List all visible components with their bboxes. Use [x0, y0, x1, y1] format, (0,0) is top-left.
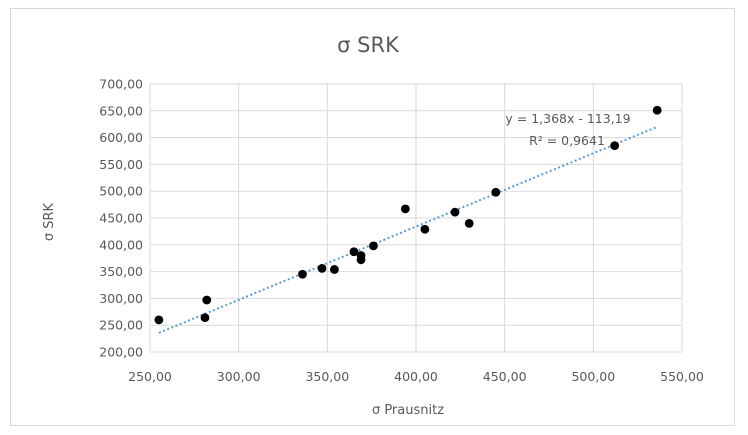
gridlines: [149, 83, 683, 353]
trendline-group: [158, 125, 658, 334]
trendline-equation: y = 1,368x - 113,19: [505, 111, 630, 126]
data-points: [154, 105, 662, 325]
x-tick-labels: 250,00 300,00 350,00 400,00 450,00 500,00 550,…: [128, 369, 704, 384]
data-point: [317, 263, 327, 273]
chart-title: σ SRK: [337, 33, 400, 57]
data-point: [400, 204, 410, 214]
y-tick-label: 400,00: [99, 237, 143, 252]
data-point: [202, 295, 212, 305]
y-tick-label: 250,00: [99, 318, 143, 333]
y-tick-label: 650,00: [99, 103, 143, 118]
y-tick-labels: 200,00 250,00 300,00 350,00 400,00 450,00 500,…: [99, 77, 143, 360]
data-point: [154, 315, 164, 325]
x-tick-label: 250,00: [128, 369, 172, 384]
data-point: [420, 224, 430, 234]
y-tick-label: 200,00: [99, 345, 143, 360]
data-point: [652, 105, 662, 115]
data-point: [200, 313, 210, 323]
y-tick-label: 700,00: [99, 77, 143, 92]
y-tick-label: 500,00: [99, 184, 143, 199]
x-tick-label: 500,00: [571, 369, 615, 384]
data-point: [369, 241, 378, 251]
y-tick-label: 600,00: [99, 130, 143, 145]
y-tick-label: 350,00: [99, 264, 143, 279]
data-point: [298, 269, 307, 279]
data-point: [356, 251, 366, 260]
chart-area: [10, 8, 735, 426]
data-point: [610, 141, 620, 151]
x-tick-label: 350,00: [305, 369, 349, 384]
x-tick-label: 300,00: [217, 369, 261, 384]
y-tick-label: 450,00: [99, 211, 143, 226]
data-point: [349, 247, 359, 257]
data-point: [491, 187, 501, 197]
y-tick-label: 300,00: [99, 291, 143, 306]
x-tick-label: 450,00: [483, 369, 527, 384]
x-tick-label: 550,00: [660, 369, 704, 384]
data-point: [330, 265, 339, 274]
data-point: [464, 218, 474, 228]
data-point: [450, 207, 460, 217]
linear-trendline: [158, 125, 658, 334]
x-axis-label: σ Prausnitz: [372, 403, 444, 418]
y-axis-label: σ SRK: [42, 202, 57, 241]
y-tick-label: 550,00: [99, 157, 143, 172]
r-squared-label: R² = 0,9641: [529, 133, 605, 148]
x-tick-label: 400,00: [394, 369, 438, 384]
